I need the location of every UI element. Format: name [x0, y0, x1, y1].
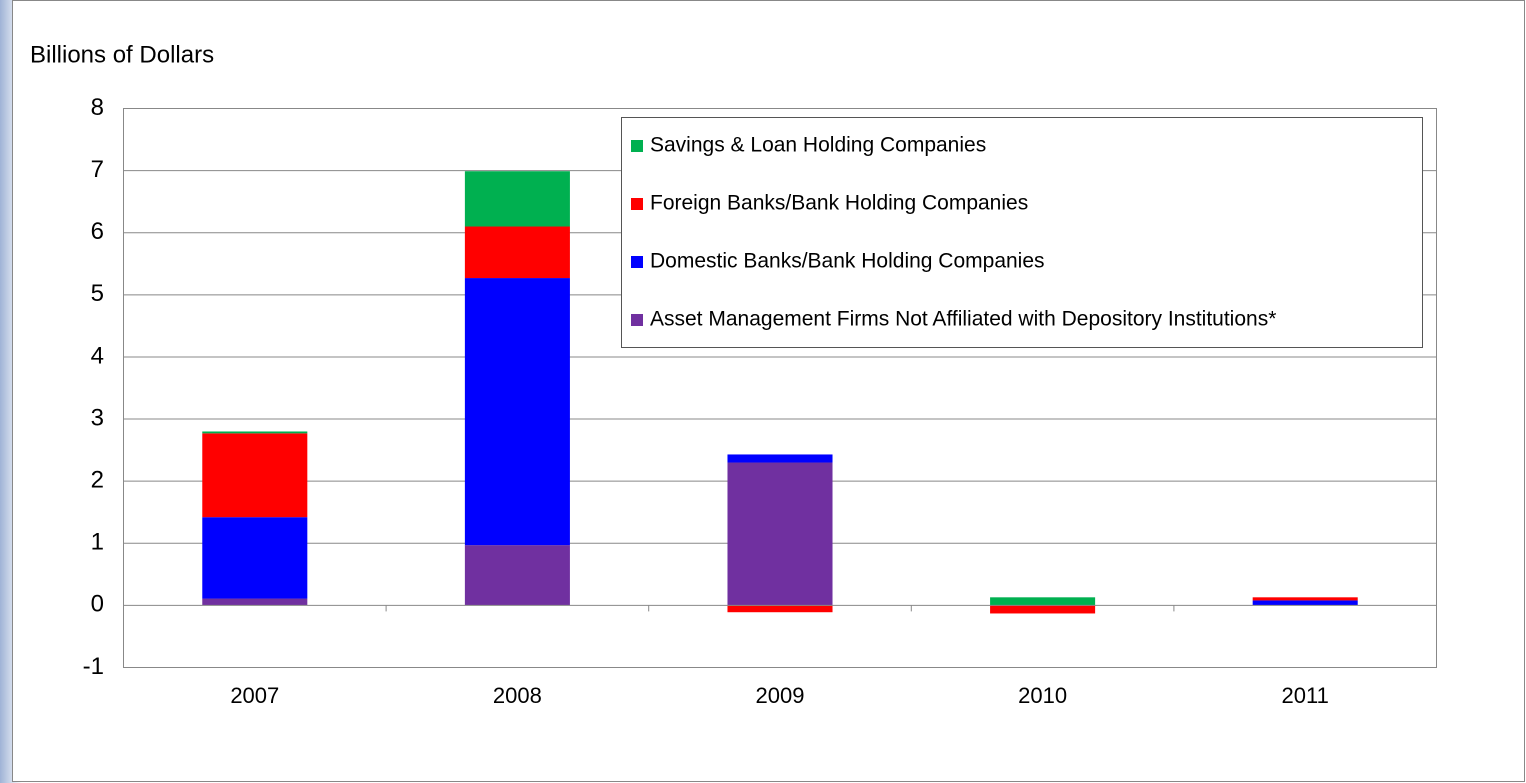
bar-segment — [990, 597, 1096, 606]
bar-segment — [1252, 600, 1358, 606]
bar-segment — [202, 431, 308, 434]
x-tick-label: 2007 — [230, 683, 279, 708]
bar-segment — [464, 545, 570, 606]
legend-swatch — [631, 198, 643, 210]
bar-segment — [464, 226, 570, 279]
y-tick-label: 0 — [91, 591, 104, 618]
bar-segment — [202, 598, 308, 606]
x-tick-label: 2011 — [1282, 683, 1329, 708]
x-tick-label: 2009 — [756, 683, 805, 708]
y-tick-label: 8 — [91, 94, 104, 121]
legend-label: Asset Management Firms Not Affiliated wi… — [650, 308, 1276, 331]
y-tick-label: 4 — [91, 342, 104, 369]
y-tick-label: -1 — [83, 653, 104, 680]
bar-segment — [727, 454, 833, 463]
bar-segment — [727, 462, 833, 606]
y-tick-label: 3 — [91, 404, 104, 431]
y-axis-label: Billions of Dollars — [30, 41, 214, 68]
bar-segment — [464, 278, 570, 546]
bar-segment — [727, 605, 833, 613]
legend-swatch — [631, 314, 643, 326]
y-tick-label: 1 — [91, 529, 104, 556]
y-tick-label: 6 — [91, 218, 104, 245]
legend-label: Savings & Loan Holding Companies — [650, 134, 986, 157]
y-tick-label: 2 — [91, 467, 104, 494]
legend-swatch — [631, 140, 643, 152]
legend — [621, 117, 1423, 348]
legend-label: Foreign Banks/Bank Holding Companies — [650, 192, 1028, 215]
y-tick-label: 5 — [91, 280, 104, 307]
bar-segment — [464, 171, 570, 227]
bar-segment — [990, 605, 1096, 614]
bar-segment — [1252, 597, 1358, 601]
y-tick-label: 7 — [91, 156, 104, 183]
bar-segment — [202, 517, 308, 599]
x-tick-label: 2008 — [493, 683, 542, 708]
legend-label: Domestic Banks/Bank Holding Companies — [650, 250, 1045, 273]
x-tick-label: 2010 — [1018, 683, 1067, 708]
bar-segment — [202, 433, 308, 518]
legend-swatch — [631, 256, 643, 268]
